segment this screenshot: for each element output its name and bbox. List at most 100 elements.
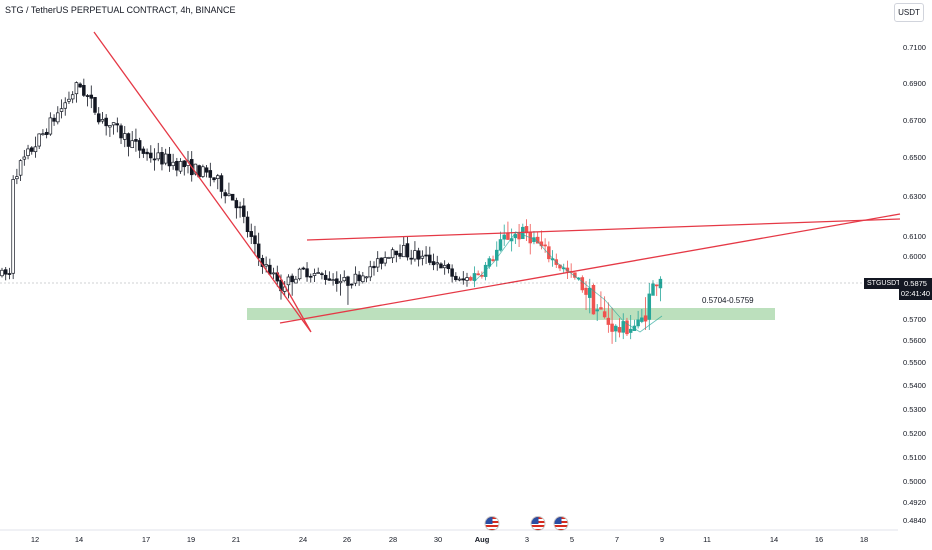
candle-body — [249, 231, 253, 237]
candle-body — [290, 275, 294, 283]
candle-body — [52, 117, 56, 122]
candle-body — [450, 268, 454, 277]
bar-countdown: 02:41:40 — [900, 289, 931, 298]
candle-body — [405, 243, 410, 258]
candle-body — [271, 272, 276, 275]
price-tick-label: 0.5000 — [903, 477, 926, 486]
candle-body — [465, 277, 469, 281]
candle-body — [383, 257, 387, 264]
candle-body — [409, 257, 413, 260]
candle-body — [342, 277, 346, 282]
candle-body — [67, 98, 71, 102]
candle-body — [654, 284, 659, 287]
candle-body — [513, 234, 518, 239]
candle-body — [472, 273, 477, 281]
candle-body — [100, 119, 105, 122]
time-tick-label: 17 — [141, 535, 151, 544]
time-tick-label: 3 — [524, 535, 530, 544]
candle-body — [491, 259, 495, 261]
candle-body — [78, 83, 82, 88]
candle-body — [461, 278, 466, 281]
candle-body — [487, 258, 492, 267]
candle-body — [353, 273, 358, 284]
candle-body — [428, 254, 432, 263]
time-tick-label: 11 — [703, 535, 711, 544]
candle-body — [610, 323, 614, 332]
candle-body — [584, 287, 588, 295]
candle-body — [30, 147, 34, 152]
candle-body — [48, 117, 53, 135]
candle-body — [119, 125, 123, 139]
currency-button[interactable]: USDT — [894, 3, 924, 22]
us-flag-icon[interactable] — [484, 516, 500, 531]
time-tick-label: 14 — [769, 535, 779, 544]
price-tick-label: 0.6300 — [903, 192, 926, 201]
candle-body — [111, 122, 116, 126]
candle-body — [201, 166, 205, 177]
candle-body — [416, 250, 421, 260]
candle-body — [264, 264, 268, 267]
time-tick-label: 5 — [569, 535, 575, 544]
candle-body — [364, 276, 369, 279]
time-tick-label: 14 — [74, 535, 84, 544]
zone-label: 0.5704-0.5759 — [702, 296, 754, 305]
candle-body — [216, 175, 220, 180]
candle-body — [297, 268, 302, 280]
time-tick-label: 30 — [433, 535, 443, 544]
candle-body — [301, 267, 306, 270]
candle-body — [349, 283, 354, 286]
time-tick-label: 7 — [614, 535, 620, 544]
candle-body — [253, 235, 257, 245]
candle-body — [245, 216, 250, 233]
time-tick-label: 24 — [298, 535, 308, 544]
candle-body — [219, 175, 224, 192]
candle-body — [89, 94, 94, 99]
candle-body — [435, 262, 439, 265]
candle-body — [320, 273, 324, 276]
candle-body — [390, 249, 395, 259]
candle-body — [368, 266, 373, 278]
price-tick-label: 0.6700 — [903, 116, 926, 125]
price-tick-label: 0.4920 — [903, 498, 926, 507]
price-tick-label: 0.5700 — [903, 315, 926, 324]
candle-body — [85, 95, 90, 97]
candle-body — [44, 131, 49, 135]
candle-body — [152, 158, 157, 161]
candle-body — [82, 85, 86, 96]
candle-body — [193, 163, 198, 175]
current-price-box: 0.5875 02:41:40 — [899, 278, 932, 300]
candle-body — [167, 153, 172, 167]
candle-body — [145, 151, 149, 155]
candle-body — [163, 153, 168, 164]
candle-body — [156, 152, 160, 160]
path-drawing — [473, 231, 663, 333]
candle-body — [26, 148, 30, 156]
candle-body — [323, 274, 328, 280]
candle-body — [126, 133, 131, 147]
candle-body — [439, 263, 443, 269]
trendline-upper — [306, 218, 901, 241]
us-flag-icon[interactable] — [530, 516, 546, 531]
candle-body — [506, 232, 510, 240]
candle-body — [294, 278, 298, 284]
us-flag-icon[interactable] — [553, 516, 569, 531]
candle-body — [230, 193, 235, 201]
time-tick-label: 19 — [186, 535, 196, 544]
candle-body — [74, 82, 79, 95]
time-tick-label: 16 — [814, 535, 824, 544]
candle-body — [96, 113, 101, 123]
candle-body — [56, 112, 60, 123]
candle-body — [498, 239, 503, 251]
candle-body — [413, 250, 417, 260]
candle-body — [346, 276, 350, 286]
candle-body — [309, 275, 313, 278]
candle-body — [602, 311, 607, 318]
candle-body — [331, 279, 335, 281]
candle-body — [212, 177, 216, 181]
candle-body — [256, 243, 261, 259]
candle-body — [476, 273, 480, 276]
time-tick-label: 18 — [859, 535, 869, 544]
candle-body — [33, 146, 38, 153]
candle-body — [621, 321, 625, 333]
